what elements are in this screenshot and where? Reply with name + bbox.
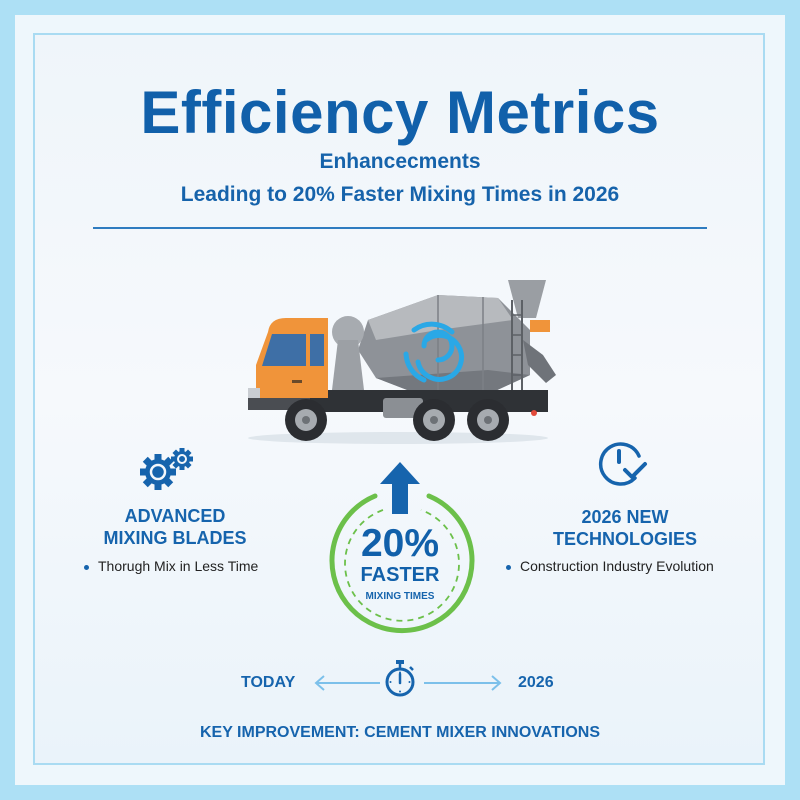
faster-badge-ring xyxy=(329,493,475,634)
feature-new-tech-bullet: Construction Industry Evolution xyxy=(506,558,714,574)
badge-sublabel: MIXING TIMES xyxy=(365,591,435,602)
header-divider xyxy=(93,227,707,229)
subtitle-line-2: Leading to 20% Faster Mixing Times in 20… xyxy=(180,183,620,206)
feature-new-tech-title: 2026 NEW TECHNOLOGIES xyxy=(552,507,697,549)
badge-value: 20% xyxy=(360,522,440,565)
gears-icon xyxy=(140,448,193,490)
feature-advanced-blades-bullet: Thorugh Mix in Less Time xyxy=(84,558,258,574)
clock-check-icon xyxy=(598,442,647,486)
timeline-left-arrow xyxy=(314,675,380,691)
cement-mixer-truck-illustration xyxy=(248,280,556,444)
footer-key-improvement: KEY IMPROVEMENT: CEMENT MIXER INNOVATION… xyxy=(199,724,601,741)
timeline-start: TODAY xyxy=(241,674,296,691)
subtitle-line-1: Enhancecments xyxy=(319,150,481,173)
timeline-end: 2026 xyxy=(518,674,554,691)
timeline-right-arrow xyxy=(424,675,502,691)
badge-label: FASTER xyxy=(360,564,440,586)
bullet-dot xyxy=(506,564,511,570)
stopwatch-icon xyxy=(385,660,415,697)
arrow-up-icon xyxy=(380,462,420,514)
truck-wheels xyxy=(285,399,509,441)
feature-advanced-blades-title: ADVANCED MIXING BLADES xyxy=(103,506,247,548)
swirl-icon xyxy=(403,321,464,383)
bullet-dot xyxy=(84,564,89,570)
page-title: Efficiency Metrics xyxy=(140,79,660,146)
